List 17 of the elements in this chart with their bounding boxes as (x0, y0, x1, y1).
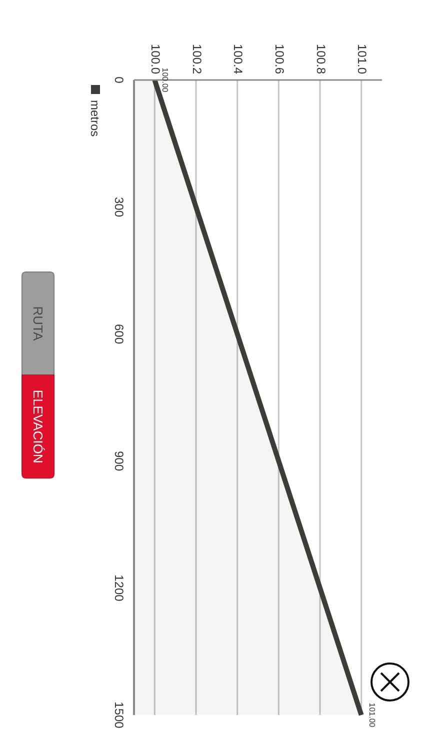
data-label: 100.00 (160, 68, 170, 93)
y-tick-label: 300 (112, 196, 126, 218)
x-tick-label: 100.6 (272, 44, 286, 74)
y-tick-label: 0 (112, 76, 126, 84)
tab-button: ELEVACIÓN (22, 374, 54, 478)
tab-button: RUTA (22, 272, 54, 376)
x-tick-label: 101.0 (355, 44, 370, 74)
y-tick-label: 600 (112, 324, 126, 344)
x-tick-label: 100.2 (190, 44, 204, 74)
y-tick-label: 1500 (112, 702, 126, 729)
y-tick-label: 900 (112, 450, 126, 472)
legend-label: metros (88, 100, 102, 137)
x-tick-label: 100.0 (148, 44, 162, 74)
x-tick-label: 100.4 (231, 44, 246, 74)
data-label: 101.00 (367, 702, 376, 728)
y-tick-label: 1200 (112, 574, 126, 602)
x-tick-label: 100.8 (314, 44, 328, 74)
